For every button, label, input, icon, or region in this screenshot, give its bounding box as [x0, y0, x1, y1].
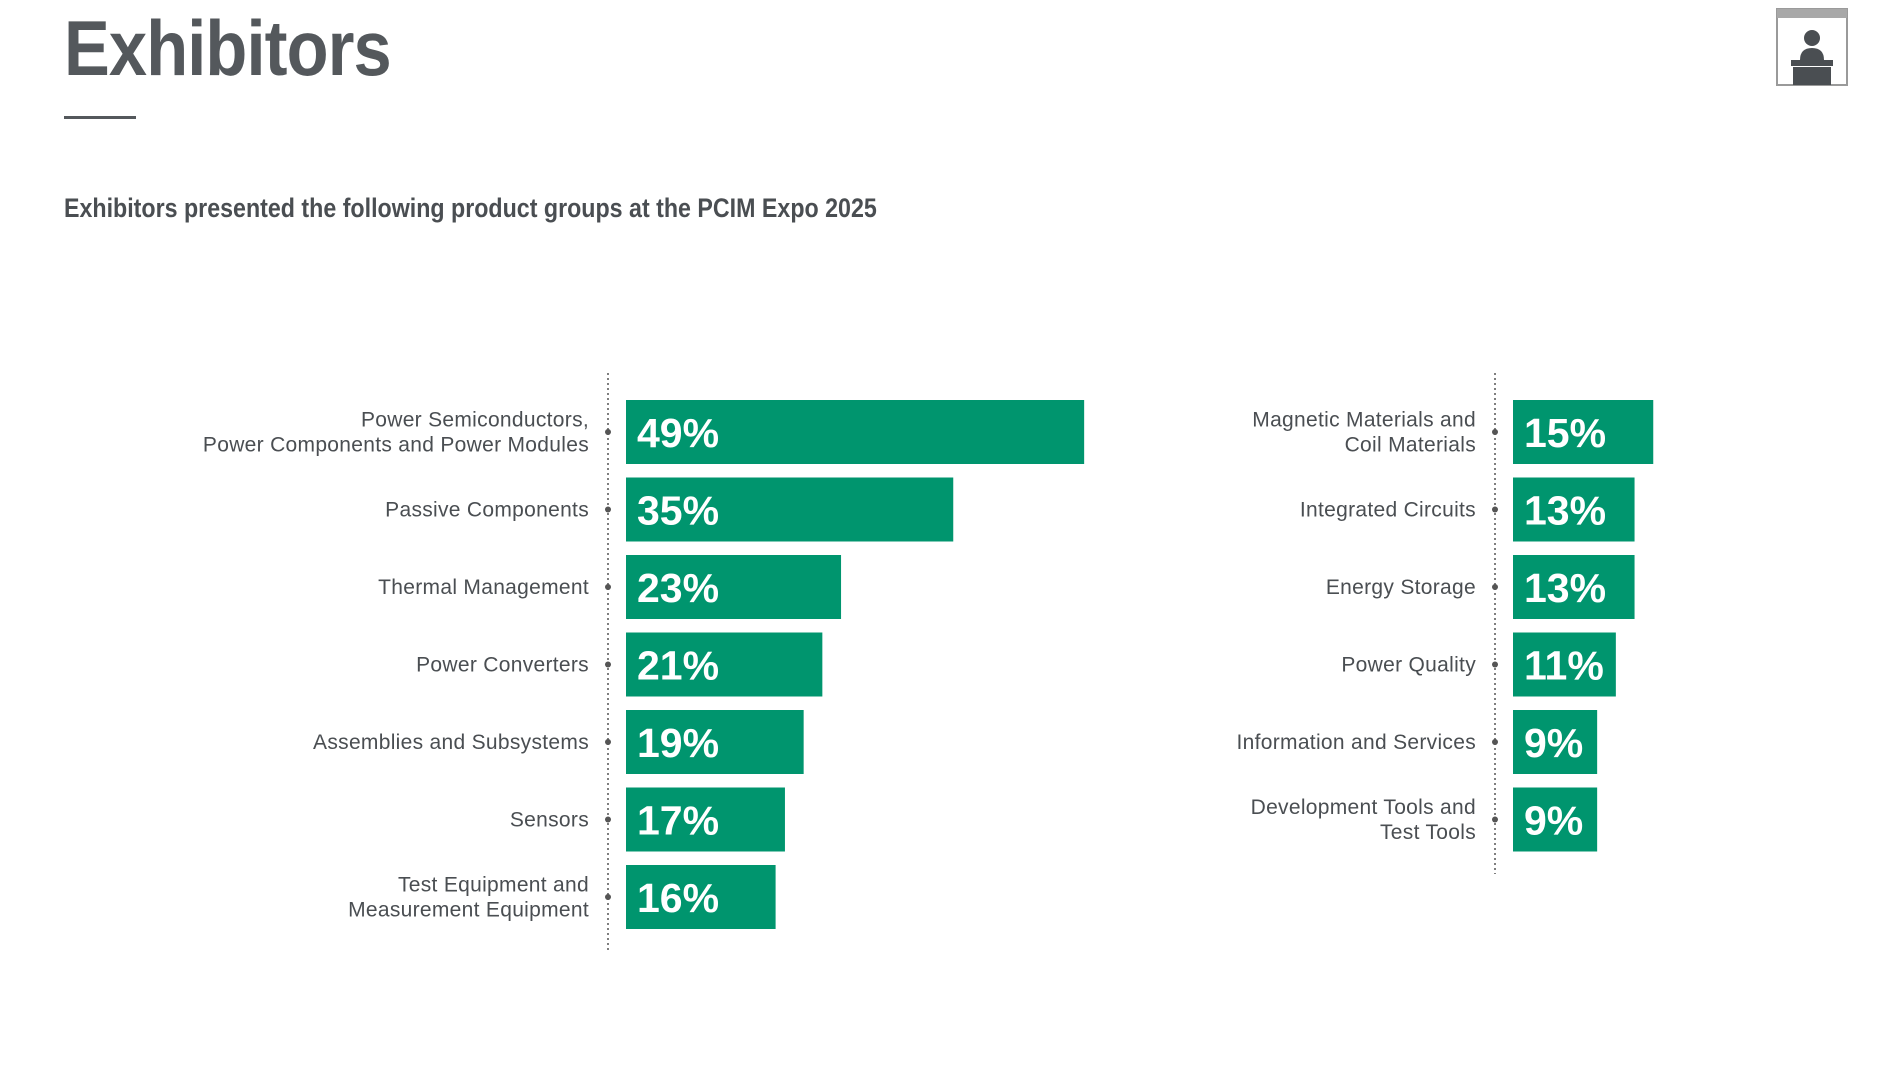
- right-value-label-1: 15%: [1524, 410, 1606, 456]
- left-bar-3: [626, 555, 842, 619]
- left-value-label-6: 17%: [637, 798, 719, 844]
- left-category-label-7: Test Equipment and Measurement Equipment: [348, 874, 589, 922]
- left-bar-2: [626, 477, 954, 542]
- chart-subtitle: Exhibitors presented the following produ…: [64, 193, 877, 223]
- left-bar-6: [626, 787, 785, 852]
- exhibitor-booth-icon: [1776, 8, 1848, 86]
- left-category-label-5: Assemblies and Subsystems: [313, 731, 589, 754]
- right-category-label-2: Integrated Circuits: [1300, 499, 1476, 522]
- right-category-label-1: Magnetic Materials and Coil Materials: [1252, 409, 1476, 457]
- left-axis-dot-1: [605, 429, 611, 435]
- left-value-label-4: 21%: [637, 643, 719, 689]
- left-category-label-2: Passive Components: [385, 499, 589, 522]
- right-axis-dot-3: [1492, 584, 1498, 590]
- left-category-label-6: Sensors: [510, 809, 589, 832]
- right-bar-3: [1513, 555, 1635, 619]
- right-axis-dot-1: [1492, 429, 1498, 435]
- left-axis-dot-6: [605, 816, 611, 823]
- left-bar-5: [626, 710, 804, 774]
- right-bar-1: [1513, 400, 1654, 464]
- right-bar-4: [1513, 632, 1616, 697]
- right-value-label-2: 13%: [1524, 488, 1606, 534]
- right-category-label-6: Development Tools and Test Tools: [1251, 796, 1476, 844]
- left-value-label-1: 49%: [637, 410, 719, 456]
- left-category-label-1: Power Semiconductors, Power Components an…: [203, 409, 589, 457]
- right-axis-dot-2: [1492, 506, 1498, 513]
- right-value-label-3: 13%: [1524, 565, 1606, 611]
- right-bar-6: [1513, 787, 1598, 852]
- right-category-label-5: Information and Services: [1237, 731, 1476, 754]
- right-axis-dot-6: [1492, 816, 1498, 823]
- right-value-label-5: 9%: [1524, 720, 1583, 766]
- page-title: Exhibitors: [64, 4, 392, 92]
- left-bar-4: [626, 632, 823, 697]
- right-category-label-3: Energy Storage: [1326, 576, 1476, 599]
- left-axis-dot-3: [605, 584, 611, 590]
- left-value-label-2: 35%: [637, 488, 719, 534]
- left-value-label-3: 23%: [637, 565, 719, 611]
- left-axis-dot-7: [605, 894, 611, 900]
- right-bar-5: [1513, 710, 1598, 774]
- left-category-label-4: Power Converters: [416, 654, 589, 677]
- right-axis-dot-5: [1492, 739, 1498, 745]
- right-value-label-6: 9%: [1524, 798, 1583, 844]
- right-axis-dot-4: [1492, 661, 1498, 668]
- left-axis-dot-5: [605, 739, 611, 745]
- left-value-label-7: 16%: [637, 875, 719, 921]
- title-underline: [64, 116, 136, 119]
- left-axis-dot-4: [605, 661, 611, 668]
- left-category-label-3: Thermal Management: [378, 576, 589, 599]
- left-axis-dot-2: [605, 506, 611, 513]
- left-value-label-5: 19%: [637, 720, 719, 766]
- right-bar-2: [1513, 477, 1635, 542]
- left-bar-7: [626, 865, 776, 929]
- right-category-label-4: Power Quality: [1341, 654, 1476, 677]
- left-bar-1: [626, 400, 1085, 464]
- right-value-label-4: 11%: [1524, 643, 1604, 689]
